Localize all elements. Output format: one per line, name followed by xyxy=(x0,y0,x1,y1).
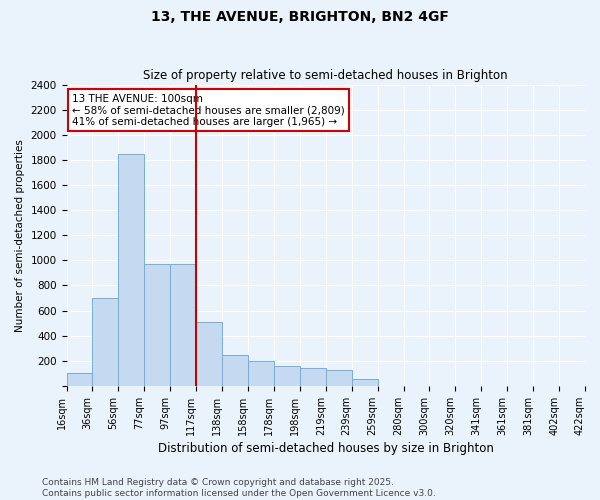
Bar xyxy=(170,264,196,386)
Bar xyxy=(67,374,92,386)
Bar xyxy=(144,264,170,386)
Bar xyxy=(222,354,248,386)
Y-axis label: Number of semi-detached properties: Number of semi-detached properties xyxy=(15,139,25,332)
Bar xyxy=(196,322,222,386)
Bar xyxy=(118,154,144,386)
Title: Size of property relative to semi-detached houses in Brighton: Size of property relative to semi-detach… xyxy=(143,69,508,82)
Text: 13 THE AVENUE: 100sqm
← 58% of semi-detached houses are smaller (2,809)
41% of s: 13 THE AVENUE: 100sqm ← 58% of semi-deta… xyxy=(72,94,344,127)
Bar xyxy=(248,361,274,386)
X-axis label: Distribution of semi-detached houses by size in Brighton: Distribution of semi-detached houses by … xyxy=(158,442,494,455)
Bar xyxy=(326,370,352,386)
Text: Contains HM Land Registry data © Crown copyright and database right 2025.
Contai: Contains HM Land Registry data © Crown c… xyxy=(42,478,436,498)
Bar xyxy=(300,368,326,386)
Text: 13, THE AVENUE, BRIGHTON, BN2 4GF: 13, THE AVENUE, BRIGHTON, BN2 4GF xyxy=(151,10,449,24)
Bar xyxy=(352,379,377,386)
Bar xyxy=(92,298,118,386)
Bar xyxy=(274,366,300,386)
